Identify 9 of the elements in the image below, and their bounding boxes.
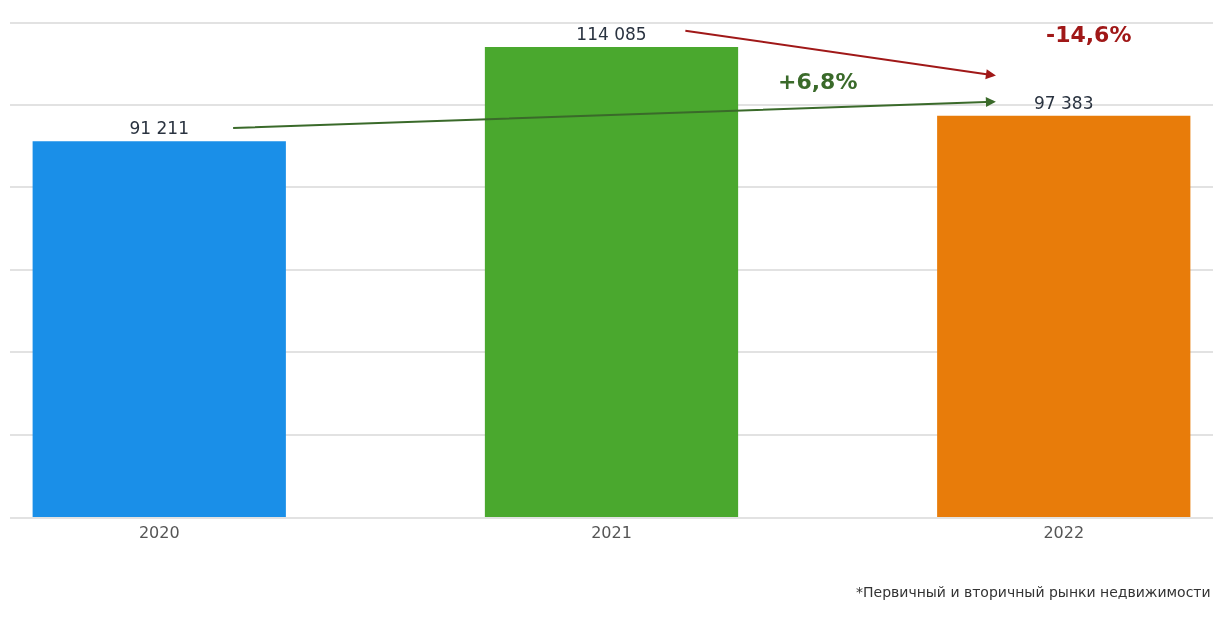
data-label: 97 383 xyxy=(1034,92,1094,113)
text: *Первичный и вторичный рынки недвижимости xyxy=(856,584,1211,600)
annotation: -14,6% xyxy=(1046,22,1132,47)
x-tick-label: 2020 xyxy=(138,523,180,543)
annotation: +6,8% xyxy=(778,69,858,94)
data-label: 91 211 xyxy=(129,118,189,139)
x-tick-label: 2022 xyxy=(1043,523,1085,543)
data-label: 114 085 xyxy=(576,23,647,44)
x-tick-label: 2021 xyxy=(591,523,632,543)
